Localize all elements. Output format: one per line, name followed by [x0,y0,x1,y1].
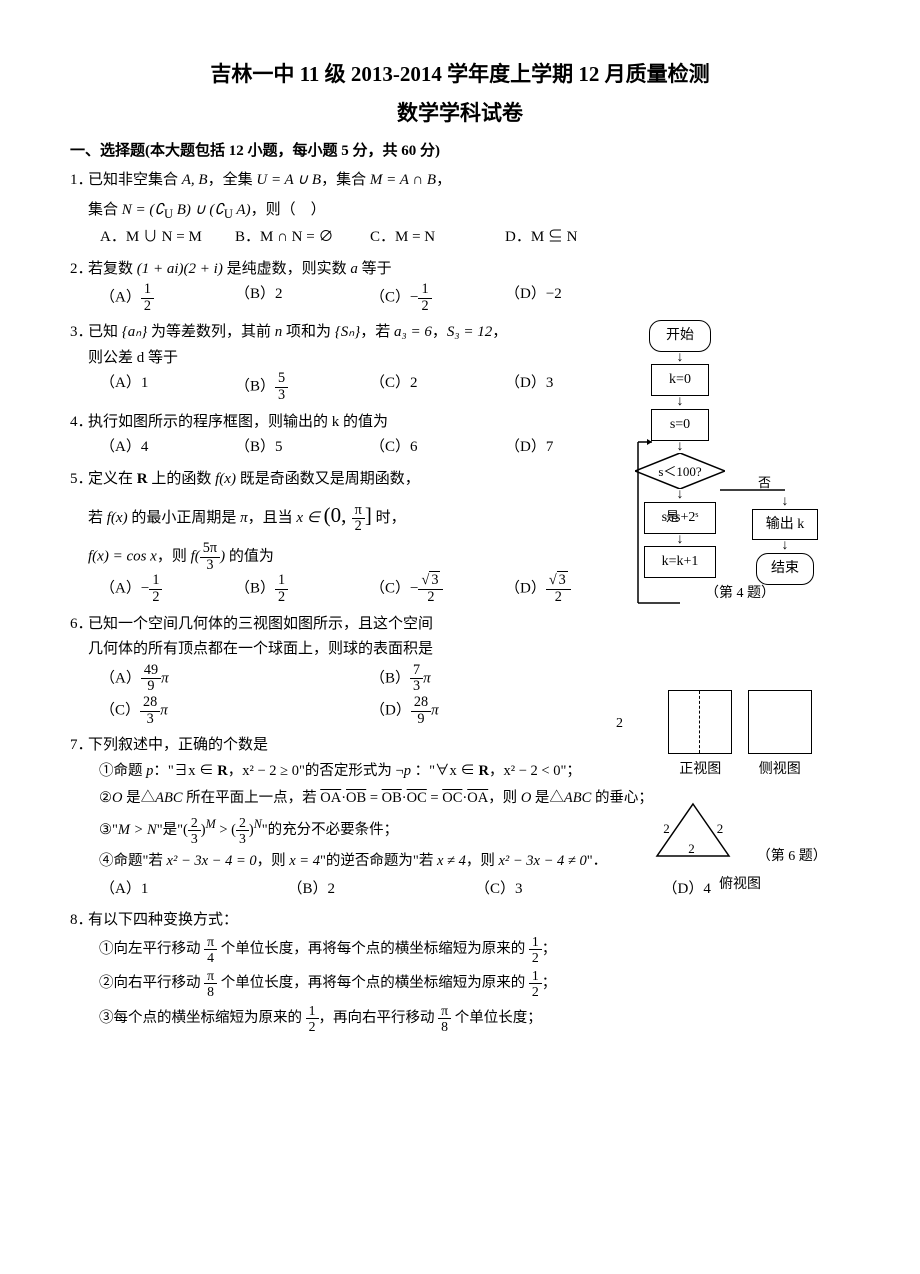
q7-sub4: ④命题"若 x² − 3x − 4 = 0，则 x = 4"的逆否命题为"若 x… [99,849,850,874]
q8-sub2: ②向右平行移动 π8 个单位长度，再将每个点的横坐标缩短为原来的 12； [99,968,850,999]
q8-num: 8． [70,908,93,934]
fc-yes: 是 [666,506,679,528]
question-6: 6． 已知一个空间几何体的三视图如图所示，且这个空间 几何体的所有顶点都在一个球… [70,612,640,728]
fc-no: 否 [758,472,771,494]
q3-num: 3． [70,320,93,346]
q1-opt-b: B．M ∩ N = ∅ [235,225,370,251]
q5-opt-d: （D）√32 [505,573,640,605]
q2-opt-d: （D）−2 [505,282,640,314]
fc-k0: k=0 [651,364,709,396]
q1-opt-d: D．M ⊆ N [505,225,640,251]
q7-opt-d: （D）4 [663,877,851,903]
question-3: 3． 已知 {aₙ} 为等差数列，其前 n 项和为 {Sₙ}，若 a₃ = 6，… [70,320,640,403]
fc-arrow: ↓ [750,540,820,553]
question-2: 2． 若复数 (1 + ai)(2 + i) 是纯虚数，则实数 a 等于 （A）… [70,257,640,315]
q2-num: 2． [70,257,93,283]
fc-start: 开始 [649,320,711,352]
q7-sub3: ③"M > N"是"(23)M > (23)N"的充分不必要条件； [99,814,850,846]
q3-opt-c: （C）2 [370,371,505,403]
fc-arrow: ↓ [630,489,730,502]
q2-opt-a: （A）12 [100,282,235,314]
q7-num: 7． [70,733,93,759]
q1-opt-c: C．M = N [370,225,505,251]
q2-opt-b: （B）2 [235,282,370,314]
question-5: 5． 定义在 R 上的函数 f(x) 既是奇函数又是周期函数， 若 f(x) 的… [70,467,640,606]
q6-opt-a: （A）499π [100,663,370,695]
q4-opt-d: （D）7 [505,435,640,461]
fc-arrow: ↓ [630,352,730,365]
flowchart-figure: 开始 ↓ k=0 ↓ s=0 ↓ s＜100? 是 否 ↓ s=s+2ˢ ↓ k… [630,320,850,606]
q3-opt-d: （D）3 [505,371,640,403]
section-heading: 一、选择题(本大题包括 12 小题，每小题 5 分，共 60 分) [70,139,850,165]
q7-opt-c: （C）3 [475,877,663,903]
q4-caption: （第 4 题） [630,582,850,606]
fc-arrow: ↓ [630,441,730,454]
title-line1: 吉林一中 11 级 2013-2014 学年度上学期 12 月质量检测 [70,60,850,89]
question-7: 7． 下列叙述中，正确的个数是 ①命题 p："∃x ∈ R，x² − 2 ≥ 0… [70,733,850,902]
title-line2: 数学学科试卷 [70,99,850,128]
q4-opt-a: （A）4 [100,435,235,461]
q5-opt-a: （A）−12 [100,573,235,605]
fc-s0: s=0 [651,409,709,441]
q3-opt-b: （B）53 [235,371,370,403]
q8-sub3: ③每个点的横坐标缩短为原来的 12，再向右平行移动 π8 个单位长度； [99,1003,850,1034]
q6-opt-d: （D）289π [370,695,640,727]
question-4: 4． 执行如图所示的程序框图，则输出的 k 的值为 （A）4 （B）5 （C）6… [70,410,640,461]
q4-num: 4． [70,410,93,436]
q4-opt-b: （B）5 [235,435,370,461]
q5-opt-b: （B）12 [235,573,370,605]
q6-opt-c: （C）283π [100,695,370,727]
q6-opt-b: （B）73π [370,663,640,695]
q7-sub2: ②O 是△ABC 所在平面上一点，若 OA·OB = OB·OC = OC·OA… [99,786,850,811]
q7-opt-b: （B）2 [288,877,476,903]
fc-arrow: ↓ [750,496,820,509]
fc-kk: k=k+1 [644,546,716,578]
fc-arrow: ↓ [630,396,730,409]
q2-opt-c: （C）−12 [370,282,505,314]
fc-cond: s＜100? [635,453,725,489]
q7-sub1: ①命题 p："∃x ∈ R，x² − 2 ≥ 0"的否定形式为 ¬p ："∀x … [99,759,850,784]
q4-opt-c: （C）6 [370,435,505,461]
fc-end: 结束 [756,553,814,585]
question-1: 1． 已知非空集合 A, B，全集 U = A ∪ B，集合 M = A ∩ B… [70,168,640,250]
fc-arrow: ↓ [630,534,730,547]
q3-opt-a: （A）1 [100,371,235,403]
question-8: 8． 有以下四种变换方式： ①向左平行移动 π4 个单位长度，再将每个点的横坐标… [70,908,850,1033]
q8-sub1: ①向左平行移动 π4 个单位长度，再将每个点的横坐标缩短为原来的 12； [99,934,850,965]
q7-opt-a: （A）1 [100,877,288,903]
q1-num: 1． [70,168,93,194]
fc-out: 输出 k [752,509,818,541]
q1-opt-a: A．M ∪ N = M [100,225,235,251]
q5-opt-c: （C）−√32 [370,573,505,605]
fc-ss: s=s+2ˢ [644,502,716,534]
q5-num: 5． [70,467,93,493]
q6-num: 6． [70,612,93,638]
